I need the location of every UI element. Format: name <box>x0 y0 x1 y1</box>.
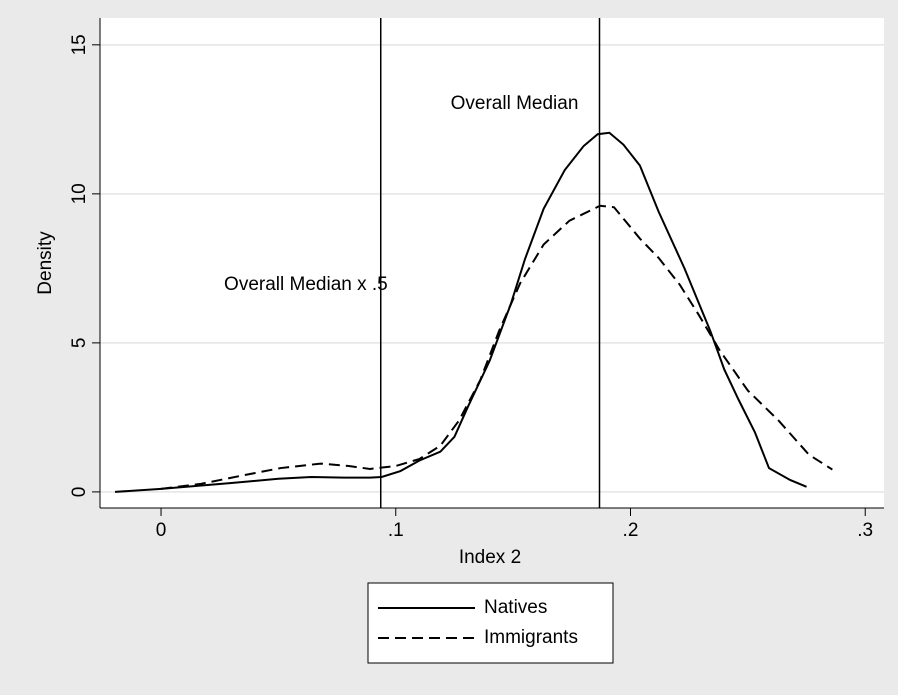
x-axis-label: Index 2 <box>459 547 521 568</box>
legend-label: Natives <box>484 597 547 618</box>
x-tick-label: .1 <box>388 520 404 541</box>
line <box>160 204 833 490</box>
y-tick-label: 0 <box>69 487 90 498</box>
x-tick-label: .2 <box>623 520 639 541</box>
y-tick-label: 10 <box>69 183 90 204</box>
legend <box>367 582 614 664</box>
line <box>114 131 807 493</box>
y-tick-label: 5 <box>69 338 90 349</box>
y-axis-label: Density <box>35 231 56 295</box>
reference-label: Overall Median x .5 <box>224 274 388 295</box>
legend-label: Immigrants <box>484 627 578 648</box>
x-tick-label: .3 <box>857 520 873 541</box>
reference-label: Overall Median <box>451 93 579 114</box>
x-tick-label: 0 <box>156 520 167 541</box>
plot-area <box>100 18 884 508</box>
y-tick-label: 15 <box>69 34 90 55</box>
